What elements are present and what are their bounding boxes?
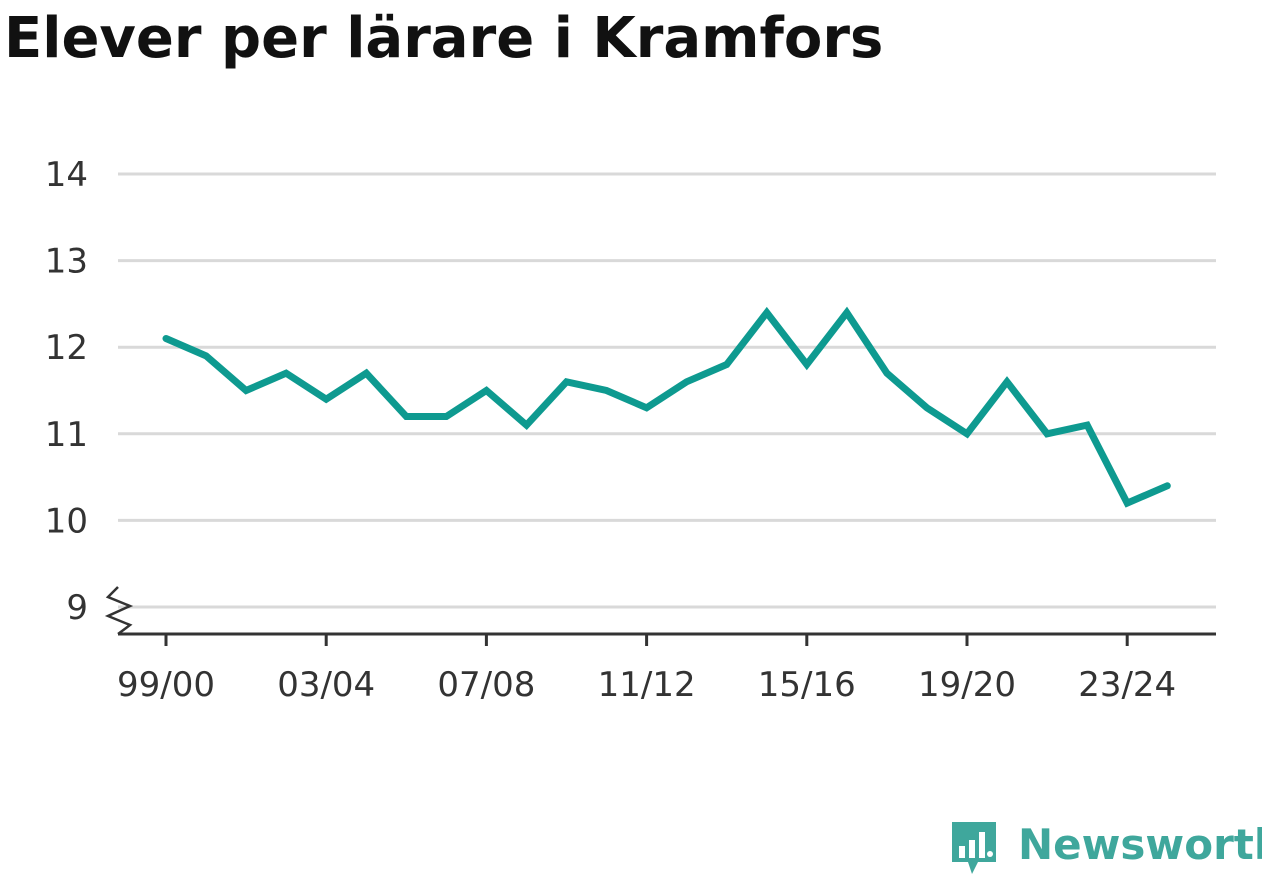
x-tick-label-19-20: 19/20 [918, 665, 1016, 705]
y-tick-label-9: 9 [66, 588, 88, 628]
x-tick-label-07-08: 07/08 [437, 665, 535, 705]
series-line [162, 306, 1171, 508]
y-tick-label-10: 10 [45, 501, 88, 541]
chart-title: Elever per lärare i Kramfors [4, 6, 884, 71]
y-axis-break-icon [104, 586, 134, 635]
grid-lines [118, 172, 1216, 609]
x-tick-label-11-12: 11/12 [598, 665, 696, 705]
bar-chart-speech-icon [952, 822, 996, 874]
x-tick-label-23-24: 23/24 [1078, 665, 1176, 705]
y-tick-label-14: 14 [45, 155, 88, 195]
x-tick-label-03-04: 03/04 [277, 665, 375, 705]
x-tick-label-15-16: 15/16 [758, 665, 856, 705]
y-axis-tick-labels: 9 10 11 12 13 14 [45, 155, 134, 635]
x-axis: 99/00 03/04 07/08 11/12 15/16 19/20 23/24 [117, 632, 1216, 705]
newsworthy-logo[interactable]: Newsworthy [948, 818, 1262, 880]
y-tick-label-12: 12 [45, 328, 88, 368]
x-tick-label-99-00: 99/00 [117, 665, 215, 705]
y-tick-label-11: 11 [45, 415, 88, 455]
series-layer [162, 306, 1171, 508]
brand-name: Newsworthy [1018, 820, 1262, 869]
y-tick-label-13: 13 [45, 242, 88, 282]
